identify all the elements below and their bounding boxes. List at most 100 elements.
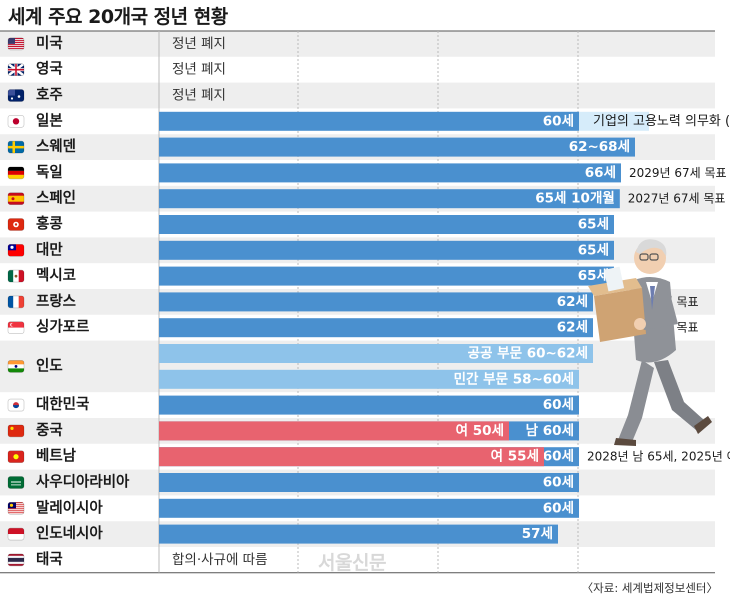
row-uk: 영국 정년 폐지 [7, 60, 226, 78]
bar-value-label: 62세 [557, 294, 588, 310]
status-text: 정년 폐지 [172, 62, 226, 78]
country-label: 사우디아라비아 [36, 474, 130, 491]
country-label: 인도 [36, 356, 63, 374]
age-bar [159, 111, 579, 131]
bar-value-label: 62세 [557, 320, 588, 336]
bar-note: 기업의 고용노력 의무화 (70세) [593, 114, 730, 129]
age-bar [159, 369, 579, 389]
row-jp: 일본 60세 기업의 고용노력 의무화 (70세) [7, 111, 730, 131]
publisher-watermark: 서울신문 [318, 552, 386, 574]
country-label: 인도네시아 [36, 524, 103, 542]
age-bar [159, 395, 579, 415]
es-flag-icon [8, 192, 24, 205]
hk-flag-icon [8, 218, 24, 231]
bar-value-label: 65세 [578, 217, 609, 233]
bar-value-label: 62~68세 [569, 139, 630, 155]
country-label: 스페인 [36, 189, 76, 207]
th-flag-icon [8, 553, 24, 566]
country-label: 대만 [36, 241, 63, 258]
tw-flag-icon [8, 244, 24, 257]
bar-value-label: 남 60세 [526, 422, 574, 439]
bar-note: 2028년 남 65세, 2025년 여 60세 목표 [587, 450, 730, 464]
age-bar [159, 344, 593, 363]
de-flag-icon [8, 166, 24, 179]
age-bar [159, 524, 558, 544]
bar-value-label: 65세 [578, 268, 609, 284]
row-mx: 멕시코 65세 [7, 266, 614, 286]
country-label: 말레이시아 [36, 498, 103, 516]
row-cn: 중국 남 60세 여 50세 [7, 421, 579, 441]
future-target-bar [579, 111, 649, 131]
status-text: 정년 폐지 [172, 88, 226, 104]
my-flag-icon [8, 502, 24, 515]
bar-value-label: 57세 [522, 526, 553, 542]
country-label: 멕시코 [36, 267, 76, 284]
country-label: 베트남 [36, 448, 77, 465]
fr-flag-icon [8, 295, 24, 308]
bar-value-label: 65세 [578, 242, 609, 258]
sg-flag-icon [8, 321, 24, 334]
in-flag-icon [8, 360, 24, 373]
age-bar [159, 163, 621, 183]
age-bar [159, 292, 593, 312]
row-tw: 대만 65세 [7, 240, 614, 260]
status-text: 정년 폐지 [172, 36, 226, 52]
age-bar [159, 498, 579, 518]
age-bar [159, 137, 635, 157]
bar-value-label: 60세 [543, 397, 574, 413]
id-flag-icon [8, 528, 24, 541]
kr-flag-icon [8, 399, 24, 412]
vn-flag-icon [8, 450, 24, 463]
row-es: 스페인 65세 10개월 2027년 67세 목표 [7, 189, 726, 209]
au-flag-icon [8, 89, 24, 102]
bar-value-label: 공공 부문 60~62세 [468, 346, 588, 362]
us-flag-icon [8, 37, 24, 49]
country-label: 싱가포르 [36, 319, 89, 336]
age-bar [159, 318, 593, 338]
age-bar [159, 473, 579, 492]
row-sa: 사우디아라비아 60세 [7, 473, 579, 492]
country-label: 중국 [36, 422, 63, 439]
row-stripe [0, 82, 715, 109]
row-au: 호주 정년 폐지 [7, 87, 226, 104]
bar-value-label: 60세 [543, 500, 574, 516]
female-value-label: 여 55세 [491, 448, 539, 465]
country-label: 홍콩 [36, 215, 63, 233]
age-bar [159, 266, 614, 286]
female-value-label: 여 50세 [456, 422, 504, 439]
bar-value-label: 66세 [585, 165, 616, 181]
country-label: 일본 [36, 112, 63, 129]
uk-flag-icon [8, 63, 24, 76]
chart-title: 세계 주요 20개국 정년 현황 [8, 6, 228, 28]
country-label: 프랑스 [36, 292, 76, 310]
row-th: 태국 합의·사규에 따름 [7, 551, 268, 568]
row-se: 스웨덴 62~68세 [7, 137, 635, 157]
row-de: 독일 66세 2029년 67세 목표 [7, 163, 727, 183]
bar-value-label: 민간 부문 58~60세 [454, 370, 574, 387]
female-age-bar [159, 447, 544, 467]
mx-flag-icon [8, 270, 24, 283]
female-age-bar [159, 421, 509, 441]
country-label: 영국 [36, 60, 63, 78]
bar-value-label: 60세 [543, 475, 574, 491]
country-label: 스웨덴 [36, 137, 76, 155]
source-note: 〈자료: 세계법제정보센터〉 [581, 581, 718, 595]
age-bar [159, 189, 620, 209]
retiring-man-illustration [588, 239, 712, 446]
age-bar [159, 240, 614, 260]
sa-flag-icon [8, 476, 24, 489]
row-my: 말레이시아 60세 [7, 498, 579, 518]
cn-flag-icon [8, 424, 24, 437]
age-bar [159, 215, 614, 234]
se-flag-icon [8, 141, 24, 154]
row-us: 미국 정년 폐지 [7, 35, 226, 52]
row-stripe [0, 31, 715, 57]
bar-value-label: 60세 [543, 113, 574, 129]
country-label: 태국 [36, 551, 63, 568]
country-label: 미국 [36, 35, 63, 52]
row-id: 인도네시아 57세 [7, 524, 558, 544]
country-label: 호주 [36, 87, 63, 104]
bar-note: 2027년 67세 목표 [628, 192, 726, 206]
